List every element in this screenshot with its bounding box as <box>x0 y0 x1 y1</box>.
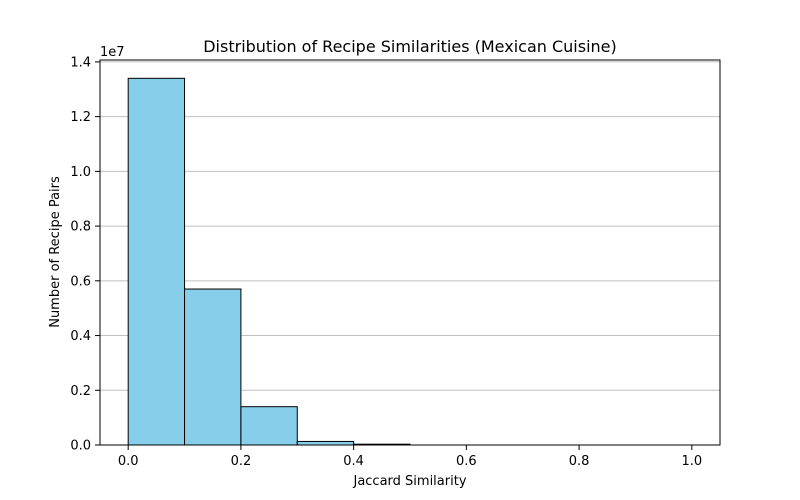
axis-ticks: 0.0 0.2 0.4 0.6 0.8 1.0 0.0 0.2 0.4 0.6 0.8 1.0 1.2 1… <box>70 55 702 469</box>
y-tick-label: 0.6 <box>70 274 91 289</box>
histogram-bar <box>184 288 242 446</box>
y-tick-label: 1.0 <box>70 165 91 180</box>
y-tick-label: 1.2 <box>70 110 91 125</box>
histogram-bar <box>127 77 186 446</box>
x-axis-label: Jaccard Similarity <box>352 474 466 489</box>
y-offset-label: 1e7 <box>100 45 125 60</box>
y-tick-label: 0.2 <box>70 384 91 399</box>
x-tick-label: 0.2 <box>231 454 252 469</box>
x-tick-label: 0.8 <box>569 454 590 469</box>
x-tick-label: 0.4 <box>343 454 364 469</box>
histogram-bar <box>296 440 355 446</box>
y-tick-label: 0.4 <box>70 329 91 344</box>
plot-frame <box>99 59 721 446</box>
x-tick-label: 0.6 <box>456 454 477 469</box>
y-tick-label: 0.8 <box>70 220 91 235</box>
histogram-bar <box>240 406 298 446</box>
chart-title: Distribution of Recipe Similarities (Mex… <box>203 37 617 56</box>
y-tick-label: 1.4 <box>70 55 91 70</box>
x-tick-label: 1.0 <box>681 454 702 469</box>
x-tick-label: 0.0 <box>118 454 139 469</box>
y-axis-label: Number of Recipe Pairs <box>48 176 63 328</box>
y-tick-label: 0.0 <box>70 439 91 454</box>
